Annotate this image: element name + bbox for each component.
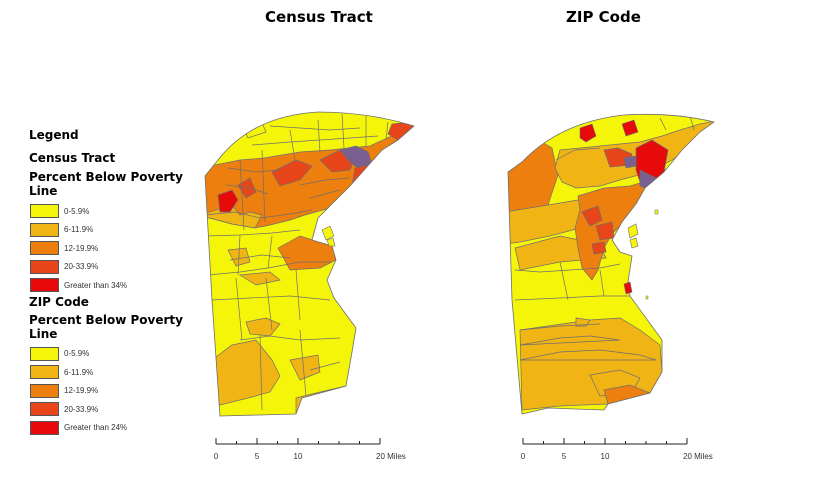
legend-label: 6-11.9%: [64, 367, 94, 377]
zip-code-map: [507, 113, 715, 415]
legend-item: 6-11.9%: [29, 221, 209, 240]
legend-swatch: [30, 241, 59, 256]
legend-item: 12-19.9%: [29, 382, 209, 401]
scale-label: 10: [601, 452, 610, 461]
legend-item: 20-33.9%: [29, 258, 209, 277]
legend-heading: Legend: [29, 128, 79, 142]
legend-item: 0-5.9%: [29, 345, 209, 364]
legend-item: 0-5.9%: [29, 202, 209, 221]
scale-bar-left: [215, 438, 381, 445]
legend-item: 20-33.9%: [29, 400, 209, 419]
census-tract-map: [204, 111, 415, 417]
legend-label: Greater than 34%: [64, 280, 128, 290]
scale-label: 0: [214, 452, 219, 461]
legend-zip-title: ZIP Code: [29, 294, 89, 309]
legend-item: 12-19.9%: [29, 239, 209, 258]
legend-swatch: [30, 365, 59, 380]
scale-bar-right: [522, 438, 688, 445]
legend-item: Greater than 34%: [29, 276, 209, 295]
scale-label: 0: [521, 452, 526, 461]
legend-tract-title: Census Tract: [29, 151, 116, 165]
scale-label: 5: [562, 452, 567, 461]
legend-label: 20-33.9%: [64, 262, 99, 272]
legend-label: 12-19.9%: [64, 386, 99, 396]
legend-swatch: [30, 402, 59, 417]
scale-label: 20 Miles: [683, 452, 713, 461]
legend-label: 0-5.9%: [64, 206, 90, 216]
census-tract-map-title: Census Tract: [265, 8, 373, 26]
legend-swatch: [30, 383, 59, 398]
scale-label: 5: [255, 452, 260, 461]
scale-label: 10: [294, 452, 303, 461]
legend-label: 6-11.9%: [64, 225, 94, 235]
scale-label: 20 Miles: [376, 452, 406, 461]
legend-swatch: [30, 259, 59, 274]
zip-code-map-title: ZIP Code: [566, 8, 641, 26]
map-legend: Legend Census Tract Percent Below Povert…: [29, 128, 209, 437]
legend-swatch: [30, 420, 59, 435]
legend-label: 12-19.9%: [64, 243, 99, 253]
legend-swatch: [30, 222, 59, 237]
legend-label: Greater than 24%: [64, 423, 128, 433]
legend-swatch: [30, 278, 59, 293]
legend-tract-subtitle: Percent Below Poverty Line: [29, 170, 183, 198]
legend-item: 6-11.9%: [29, 363, 209, 382]
legend-item: Greater than 24%: [29, 419, 209, 438]
legend-swatch: [30, 204, 59, 219]
legend-swatch: [30, 346, 59, 361]
legend-zip-subtitle: Percent Below Poverty Line: [29, 312, 183, 341]
legend-label: 20-33.9%: [64, 404, 99, 414]
legend-label: 0-5.9%: [64, 349, 90, 359]
